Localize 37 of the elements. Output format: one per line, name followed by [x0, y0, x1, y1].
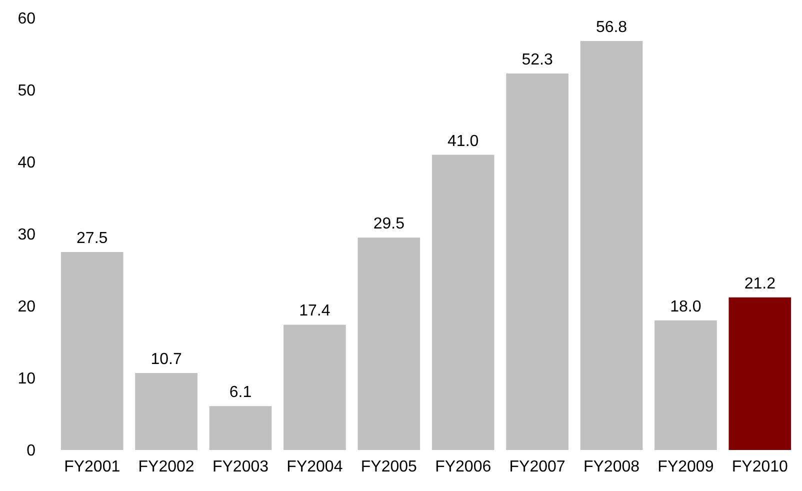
y-tick-label: 40	[18, 154, 36, 172]
bar	[135, 372, 198, 450]
data-label: 56.8	[596, 19, 628, 36]
bar	[580, 41, 643, 450]
data-label: 21.2	[744, 275, 776, 292]
x-tick-label: FY2006	[435, 458, 492, 476]
x-tick-label: FY2007	[509, 458, 566, 476]
bar	[728, 297, 792, 450]
y-tick-label: 60	[18, 10, 36, 28]
bar	[654, 320, 717, 450]
data-label: 6.1	[229, 384, 252, 402]
data-label: 17.4	[299, 302, 330, 320]
x-tick-label: FY2010	[732, 458, 788, 476]
bar	[432, 154, 494, 450]
data-label: 18.0	[670, 298, 702, 316]
x-tick-label: FY2002	[138, 458, 194, 476]
y-tick-label: 50	[18, 82, 36, 100]
x-tick-label: FY2003	[212, 458, 269, 476]
y-tick-label: 10	[18, 370, 36, 388]
data-label: 29.5	[373, 216, 405, 233]
bar	[506, 73, 568, 450]
y-tick-label: 0	[26, 442, 36, 460]
x-tick-label: FY2009	[658, 458, 714, 476]
data-label: 52.3	[522, 51, 553, 68]
bar	[358, 238, 420, 450]
x-tick-label: FY2004	[286, 458, 343, 476]
x-tick-label: FY2001	[64, 458, 120, 476]
bar	[284, 324, 346, 450]
x-tick-label: FY2005	[360, 458, 418, 476]
y-tick-label: 30	[18, 226, 36, 244]
y-tick-label: 20	[18, 298, 36, 316]
x-tick-label: FY2008	[583, 458, 640, 476]
bar	[209, 406, 272, 450]
data-label: 10.7	[150, 350, 182, 368]
data-label: 27.5	[76, 230, 108, 247]
bar	[60, 252, 124, 450]
data-label: 41.0	[448, 132, 479, 150]
